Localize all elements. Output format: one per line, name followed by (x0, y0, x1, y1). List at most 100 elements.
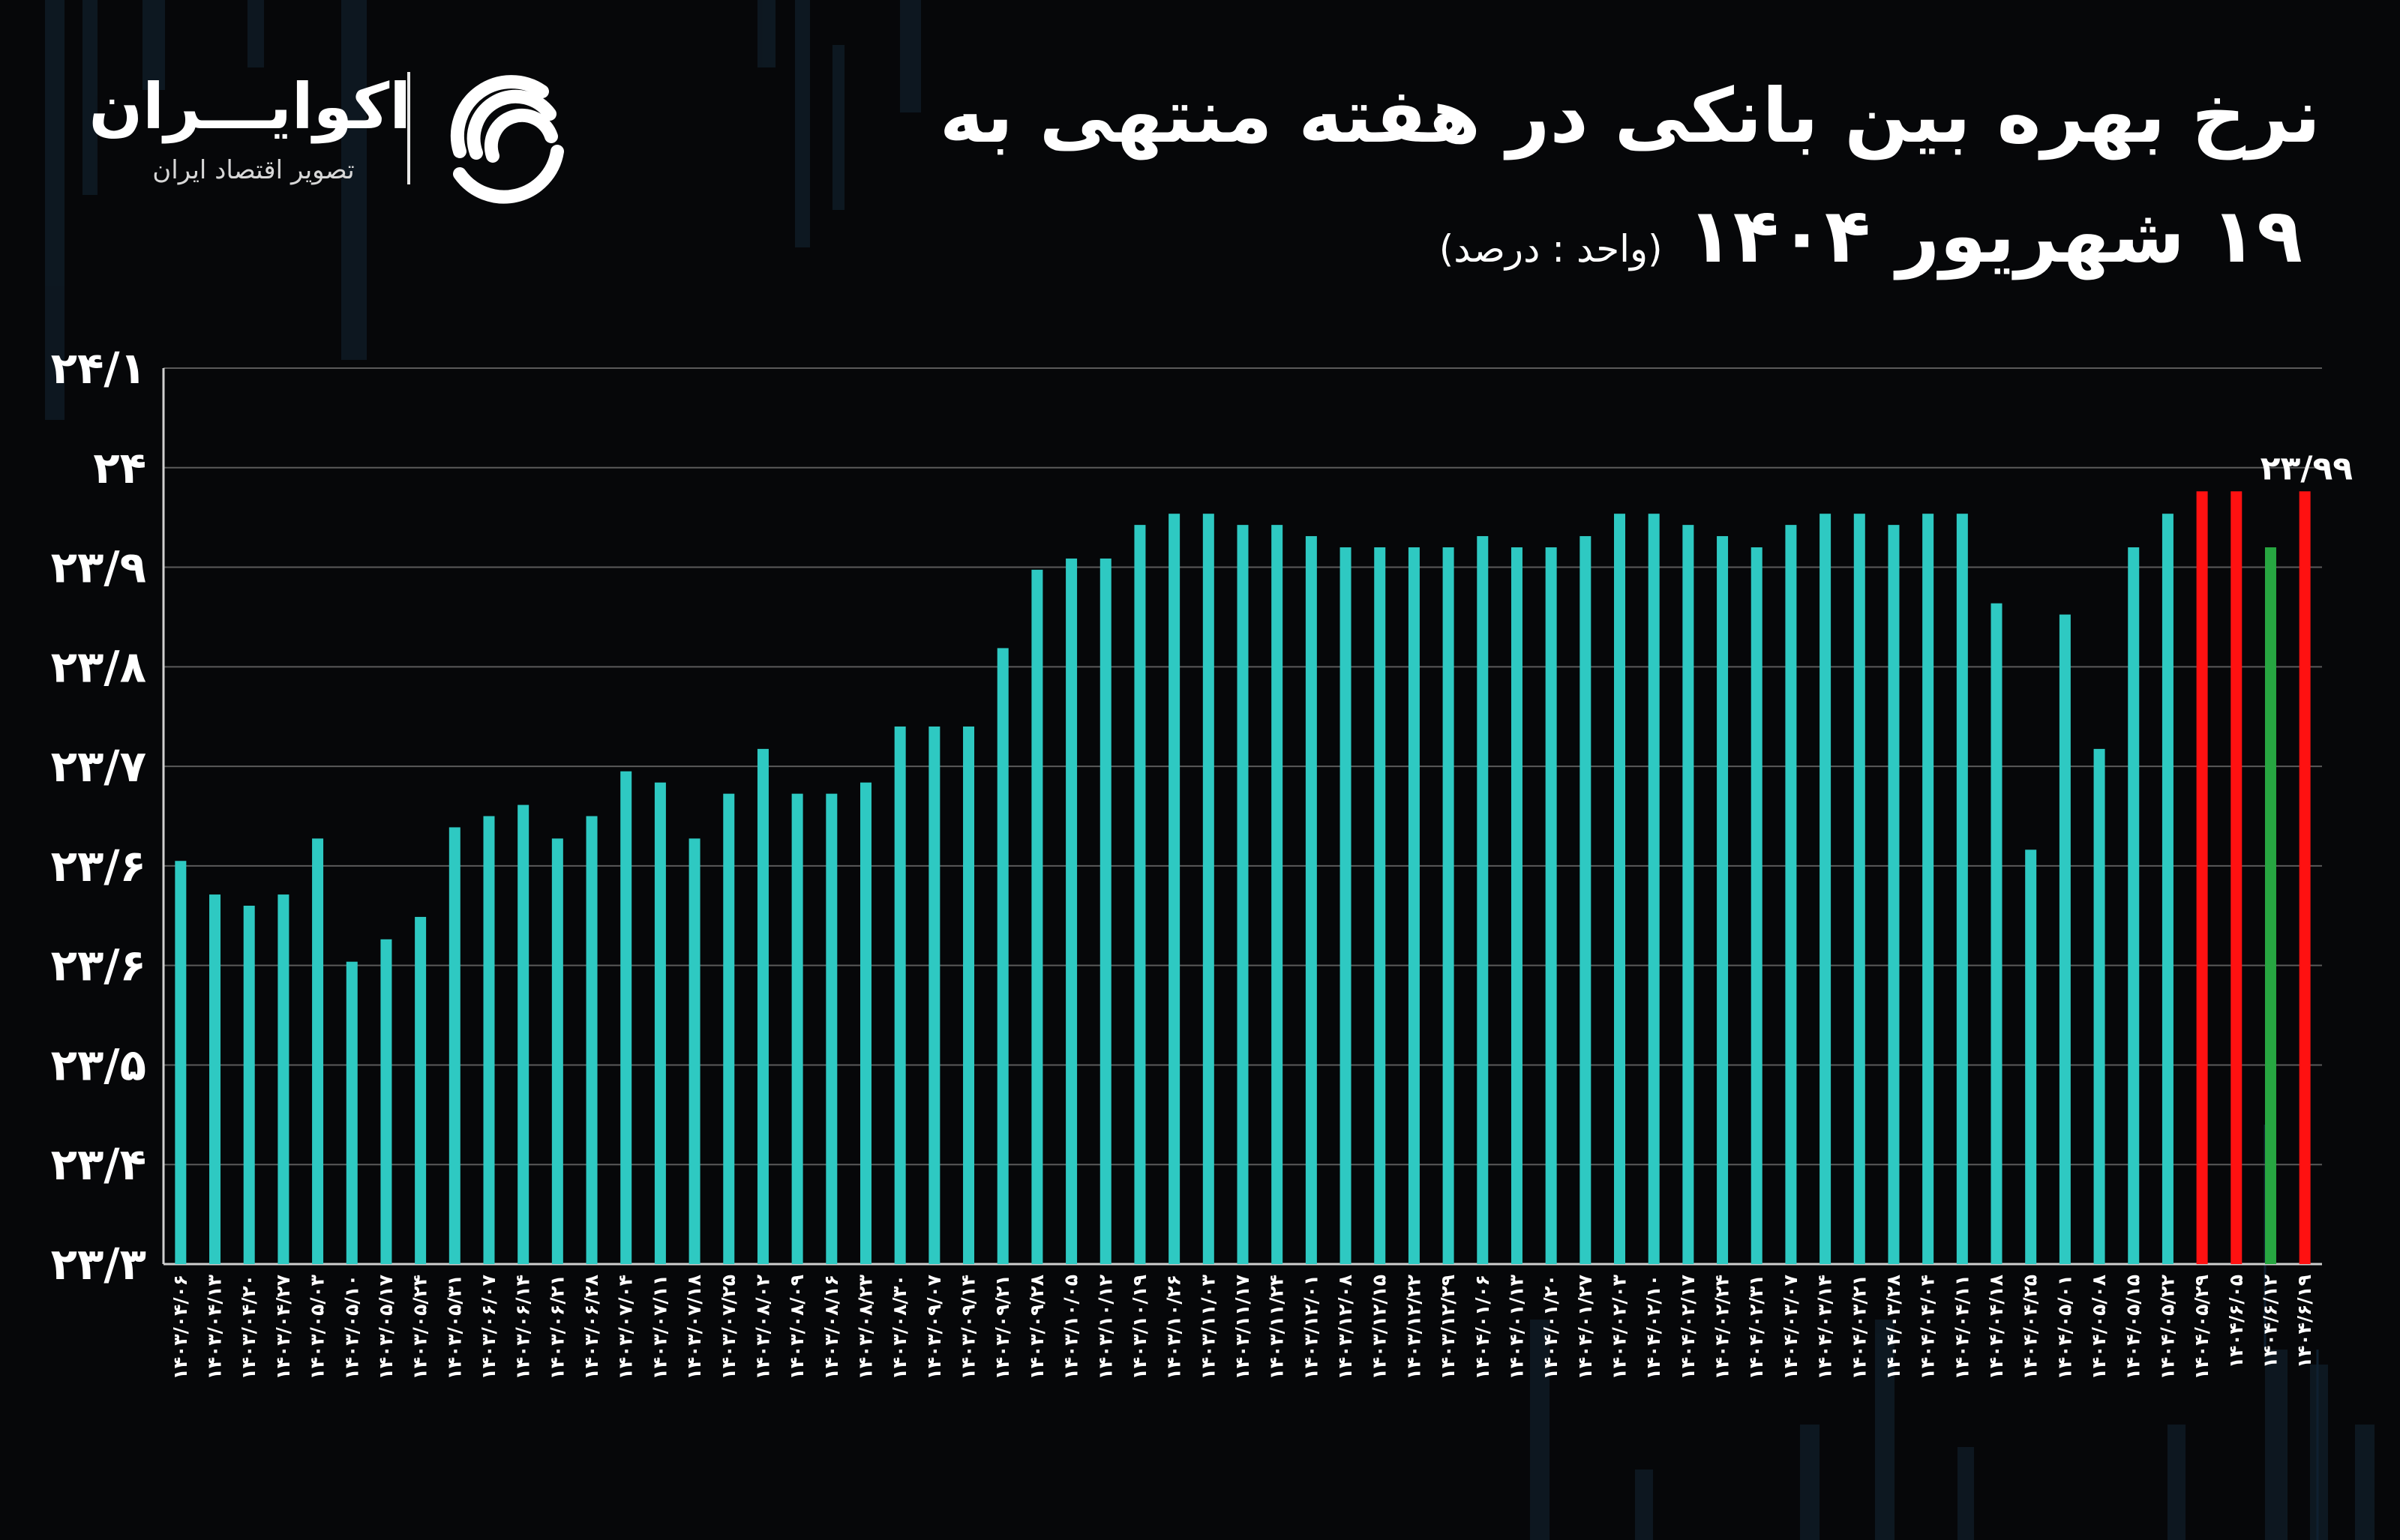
unit-note: (واحد : درصد) (1438, 227, 1663, 271)
bar (1717, 536, 1729, 1264)
bar (2093, 748, 2105, 1264)
bar (1888, 525, 1900, 1264)
x-tick-label: ۱۴۰۳/۱۰/۱۲ (1094, 1275, 1116, 1380)
ecoiran-swirl-logo-icon (450, 75, 564, 204)
bar (1168, 514, 1180, 1264)
bar (1305, 536, 1317, 1264)
bar (518, 804, 530, 1264)
y-tick-label: ۲۳/۳ (51, 1239, 146, 1290)
x-tick-label: ۱۴۰۴/۰۴/۱۱ (1951, 1275, 1972, 1380)
x-tick-label: ۱۴۰۴/۰۱/۱۳ (1505, 1275, 1527, 1380)
x-tick-label: ۱۴۰۳/۰۵/۱۷ (375, 1275, 397, 1380)
bar (380, 939, 392, 1264)
bar (791, 793, 803, 1264)
bar (1648, 514, 1660, 1264)
bar (2162, 514, 2174, 1264)
x-tick-label: ۱۴۰۴/۶/۰۵ (2225, 1275, 2247, 1368)
bar (2128, 547, 2140, 1264)
x-tick-label: ۱۴۰۴/۰۳/۲۱ (1848, 1275, 1870, 1380)
y-tick-label: ۲۳/۶ (51, 840, 146, 891)
x-tick-label: ۱۴۰۳/۰۸/۳۰ (889, 1275, 910, 1380)
bar (1853, 514, 1865, 1264)
bar (175, 861, 187, 1264)
x-tick-label: ۱۴۰۴/۰۲/۲۴ (1712, 1275, 1733, 1380)
x-tick-label: ۱۴۰۴/۰۱/۲۷ (1574, 1275, 1596, 1380)
bar (928, 727, 940, 1264)
x-tick-label: ۱۴۰۴/۰۴/۲۵ (2020, 1275, 2042, 1380)
x-tick-label: ۱۴۰۳/۰۵/۱۰ (340, 1275, 362, 1380)
y-tick-label: ۲۴ (93, 442, 146, 493)
x-tick-label: ۱۴۰۴/۰۲/۱۰ (1642, 1275, 1664, 1380)
bar (723, 793, 735, 1264)
x-tick-label: ۱۴۰۳/۱۰/۲۶ (1163, 1275, 1185, 1380)
bar (1340, 547, 1352, 1264)
bar (1408, 547, 1420, 1264)
x-tick-label: ۱۴۰۳/۰۹/۰۷ (923, 1275, 945, 1380)
chart-title: نرخ بهره بین بانکی در هفته منتهی به (939, 72, 2320, 160)
bar (1100, 558, 1112, 1264)
y-tick-label: ۲۳/۵ (51, 1039, 146, 1090)
x-tick-label: ۱۴۰۴/۰۵/۱۵ (2122, 1275, 2144, 1380)
bar (448, 827, 460, 1264)
x-tick-label: ۱۴۰۴/۰۵/۲۹ (2191, 1275, 2212, 1380)
bar (963, 727, 975, 1264)
bar (688, 838, 700, 1264)
bar (1922, 514, 1934, 1264)
x-tick-label: ۱۴۰۳/۱۲/۰۱ (1300, 1275, 1322, 1380)
bar (415, 916, 427, 1264)
x-tick-label: ۱۴۰۳/۰۷/۲۵ (718, 1275, 740, 1380)
bar (1545, 547, 1557, 1264)
bar (346, 961, 358, 1264)
x-tick-label: ۱۴۰۴/۶/۱۹ (2294, 1275, 2315, 1368)
bar (1202, 514, 1214, 1264)
x-tick-label: ۱۴۰۳/۰۵/۲۴ (410, 1275, 431, 1380)
bar (1820, 514, 1832, 1264)
bar (2230, 491, 2242, 1264)
x-tick-label: ۱۴۰۳/۱۲/۰۸ (1334, 1275, 1356, 1380)
chart-subtitle: ۱۹ شهریور ۱۴۰۴ (1687, 192, 2302, 280)
x-tick-label: ۱۴۰۳/۱۲/۲۲ (1402, 1275, 1424, 1380)
x-tick-label: ۱۴۰۳/۰۶/۱۴ (512, 1275, 534, 1380)
bar (1750, 547, 1762, 1264)
bar (1374, 547, 1386, 1264)
brand-logo: اکوایـــران تصویر اقتصاد ایران (88, 61, 584, 204)
bar (2299, 491, 2311, 1264)
x-tick-label: ۱۴۰۳/۱۱/۰۳ (1197, 1275, 1219, 1380)
x-tick-label: ۱۴۰۳/۰۴/۰۶ (170, 1275, 191, 1380)
x-tick-label: ۱۴۰۴/۰۲/۰۳ (1609, 1275, 1630, 1380)
logo-divider (407, 72, 410, 184)
x-tick-label: ۱۴۰۳/۱۱/۲۴ (1266, 1275, 1288, 1380)
bar (1614, 514, 1626, 1264)
bar (654, 782, 666, 1264)
x-tick-label: ۱۴۰۳/۱۲/۲۹ (1437, 1275, 1459, 1380)
x-tick-label: ۱۴۰۳/۰۸/۲۳ (854, 1275, 876, 1380)
bar (1271, 525, 1283, 1264)
x-tick-label: ۱۴۰۳/۰۶/۲۱ (546, 1275, 568, 1380)
x-tick-label: ۱۴۰۳/۰۷/۱۱ (649, 1275, 670, 1380)
x-tick-label: ۱۴۰۴/۰۳/۱۴ (1814, 1275, 1836, 1380)
x-tick-label: ۱۴۰۳/۱۲/۱۵ (1369, 1275, 1390, 1380)
bar (1442, 547, 1454, 1264)
bar (620, 771, 632, 1264)
bar (1990, 603, 2002, 1264)
bar (2059, 614, 2071, 1264)
x-tick-label: ۱۴۰۳/۰۴/۲۰ (238, 1275, 260, 1380)
x-tick-label: ۱۴۰۴/۰۴/۰۴ (1917, 1275, 1939, 1380)
bar (1237, 525, 1249, 1264)
x-tick-label: ۱۴۰۴/۰۲/۱۷ (1677, 1275, 1699, 1380)
y-tick-label: ۲۳/۸ (51, 641, 146, 692)
bar (1682, 525, 1694, 1264)
bar (1580, 536, 1592, 1264)
bar (312, 838, 324, 1264)
bar (278, 894, 290, 1264)
bar (1785, 525, 1797, 1264)
x-tick-label: ۱۴۰۴/۰۵/۲۲ (2156, 1275, 2178, 1380)
brand-tagline: تصویر اقتصاد ایران (152, 155, 355, 185)
bar (2196, 491, 2208, 1264)
bar (2264, 547, 2276, 1264)
x-tick-label: ۱۴۰۳/۱۱/۱۷ (1232, 1275, 1253, 1380)
bar (1031, 569, 1043, 1264)
y-tick-label: ۲۳/۷ (51, 741, 146, 792)
